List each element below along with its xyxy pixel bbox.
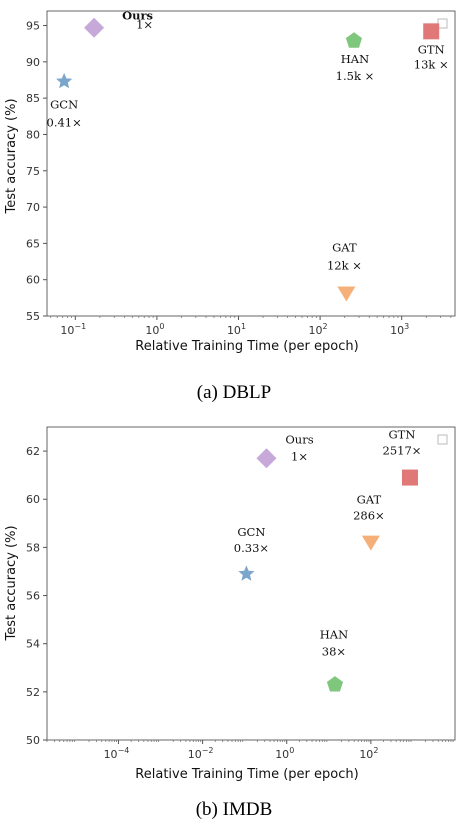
point-gcn: [56, 72, 73, 89]
speedup-ours: 1×: [291, 449, 308, 463]
plot-frame: [46, 426, 456, 741]
y-ticks: 50 52 54 56 58 60 62: [26, 445, 47, 747]
y-tick-label: 58: [26, 541, 40, 554]
label-gtn: GTN: [418, 42, 445, 56]
point-ours: [256, 448, 277, 469]
label-gtn: GTN: [389, 428, 416, 442]
label-ours: Ours: [285, 432, 313, 446]
y-tick-label: 56: [26, 590, 40, 603]
speedup-gcn: 0.41×: [47, 115, 82, 129]
y-tick-label: 85: [26, 92, 40, 105]
point-han: [345, 32, 362, 48]
y-tick-label: 60: [26, 274, 40, 287]
speedup-gat: 12k ×: [327, 258, 362, 272]
empty-legend-box: [437, 18, 448, 29]
y-ticks: 55 60 65 70 75 80 85 90 95: [26, 20, 47, 323]
label-gat: GAT: [357, 493, 382, 507]
chart-dblp: 10−1 100 101 102 103 55 60 65 70 75 80 85 90 95 Ours…: [4, 9, 456, 403]
x-axis-label: Relative Training Time (per epoch): [135, 339, 358, 354]
x-tick-label: 102: [359, 746, 378, 761]
speedup-han: 1.5k ×: [336, 69, 375, 83]
plot-frame: [46, 10, 456, 317]
speedup-gtn: 13k ×: [414, 57, 449, 71]
x-ticks: 10−1 100 101 102 103: [50, 316, 452, 337]
y-tick-label: 80: [26, 128, 40, 141]
y-tick-label: 70: [26, 201, 40, 214]
label-gcn: GCN: [237, 525, 265, 539]
y-tick-label: 75: [26, 165, 40, 178]
point-gcn: [238, 565, 255, 581]
point-gat: [361, 535, 380, 551]
label-han: HAN: [341, 52, 369, 66]
y-tick-label: 54: [26, 638, 40, 651]
x-axis-label: Relative Training Time (per epoch): [135, 767, 358, 782]
chart-imdb: 10−4 10−2 100 102 50 52 54 56 58 60 62 Ours 1× GCN 0…: [4, 426, 456, 820]
y-axis-label: Test accuracy (%): [4, 525, 19, 641]
y-tick-label: 65: [26, 237, 40, 250]
label-han: HAN: [320, 628, 348, 642]
label-gcn: GCN: [50, 97, 78, 111]
x-tick-label: 10−1: [60, 322, 86, 337]
y-tick-label: 52: [26, 686, 40, 699]
x-ticks: 10−4 10−2 100 102: [46, 740, 454, 761]
label-ours: Ours: [122, 9, 153, 23]
point-han: [326, 676, 343, 692]
x-tick-label: 103: [390, 322, 409, 337]
speedup-gtn: 2517×: [383, 444, 422, 458]
y-tick-label: 50: [26, 734, 40, 747]
point-gtn: [423, 23, 440, 40]
y-tick-label: 55: [26, 310, 40, 323]
speedup-gat: 286×: [353, 509, 385, 523]
x-tick-label: 10−4: [104, 746, 130, 761]
y-tick-label: 60: [26, 493, 40, 506]
x-tick-label: 100: [275, 746, 294, 761]
y-tick-label: 95: [26, 20, 40, 33]
point-gat: [337, 286, 356, 302]
caption-dblp: (a) DBLP: [197, 382, 271, 403]
caption-imdb: (b) IMDB: [196, 799, 273, 820]
x-tick-label: 100: [145, 322, 164, 337]
speedup-ours: 1×: [136, 18, 153, 32]
speedup-han: 38×: [322, 645, 346, 659]
x-tick-label: 10−2: [188, 746, 214, 761]
x-tick-label: 101: [227, 322, 246, 337]
label-gat: GAT: [332, 240, 357, 254]
point-gtn: [401, 469, 418, 486]
y-tick-label: 62: [26, 445, 40, 458]
y-axis-label: Test accuracy (%): [4, 98, 19, 214]
point-ours: [84, 17, 105, 38]
y-tick-label: 90: [26, 56, 40, 69]
empty-legend-box: [437, 434, 448, 445]
data-points: Ours 1× GCN 0.33× HAN 38× GAT 286× GTN 2517×: [234, 428, 422, 692]
speedup-gcn: 0.33×: [234, 541, 269, 555]
x-tick-label: 102: [309, 322, 328, 337]
